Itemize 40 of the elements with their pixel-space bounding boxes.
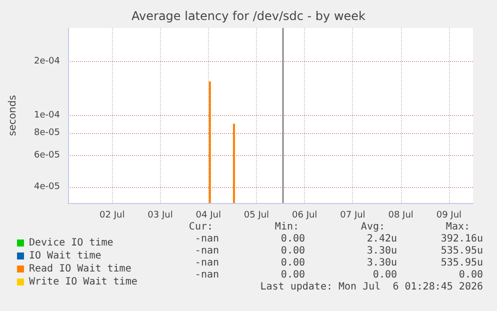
- legend-label: Device IO time: [29, 238, 114, 248]
- text: Avg:: [360, 222, 386, 232]
- text: 535.95u: [440, 258, 484, 268]
- chart-title: Average latency for /dev/sdc - by week: [132, 9, 366, 23]
- text: Min:: [274, 222, 300, 232]
- text: -nan: [194, 234, 220, 244]
- x-tick-label: 09 Jul: [436, 210, 462, 220]
- y-tick-label: 8e-05: [34, 128, 60, 138]
- text: -nan: [194, 246, 220, 256]
- text: Last update: Mon Jul 6 01:28:45 2026: [260, 282, 484, 292]
- text: 0.00: [458, 270, 484, 280]
- text: 535.95u: [440, 246, 484, 256]
- y-tick-label: 1e-04: [34, 110, 60, 121]
- legend-label: IO Wait time: [29, 250, 102, 262]
- text: 0.00: [280, 258, 306, 268]
- text: -nan: [194, 258, 220, 268]
- y-tick-label: 4e-05: [34, 182, 60, 192]
- text: 0.00: [280, 234, 306, 244]
- x-tick-label: 05 Jul: [244, 210, 270, 220]
- text: 0.00: [372, 270, 398, 280]
- x-tick-label: 03 Jul: [148, 210, 173, 220]
- text: 0.00: [280, 270, 306, 280]
- y-tick-label: 6e-05: [34, 150, 60, 160]
- x-tick-label: 06 Jul: [292, 210, 318, 220]
- text: 0.00: [280, 246, 306, 256]
- legend-label: Write IO Wait time: [29, 276, 138, 288]
- text: 3.30u: [366, 258, 398, 268]
- legend-label: Read IO Wait time: [29, 264, 132, 274]
- x-tick-label: 07 Jul: [340, 210, 366, 220]
- text: 2.42u: [366, 234, 398, 244]
- x-tick-label: 02 Jul: [100, 210, 125, 220]
- x-tick-label: 08 Jul: [388, 210, 414, 220]
- text: Max:: [446, 222, 470, 232]
- text: Cur:: [188, 222, 214, 232]
- text: 3.30u: [366, 246, 398, 256]
- text: 392.16u: [440, 234, 484, 244]
- y-tick-label: 2e-04: [34, 56, 60, 67]
- text: -nan: [194, 270, 220, 280]
- y-axis-title: seconds: [8, 95, 18, 136]
- x-tick-label: 04 Jul: [196, 210, 221, 220]
